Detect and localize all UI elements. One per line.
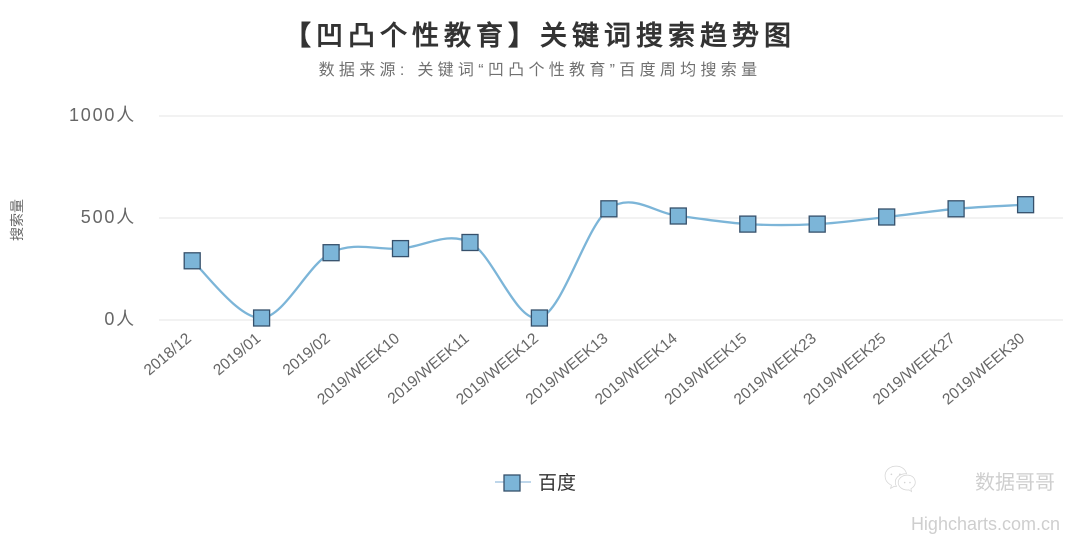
svg-text:2019/02: 2019/02 — [280, 330, 334, 379]
svg-text:1000人: 1000人 — [69, 105, 136, 125]
svg-text:2019/01: 2019/01 — [210, 330, 264, 379]
svg-text:数据哥哥: 数据哥哥 — [975, 471, 1055, 494]
svg-text:搜索量: 搜索量 — [9, 199, 25, 241]
svg-text:Highcharts.com.cn: Highcharts.com.cn — [911, 514, 1060, 534]
svg-text:2018/12: 2018/12 — [141, 330, 195, 379]
svg-text:500人: 500人 — [81, 207, 136, 227]
svg-text:0人: 0人 — [104, 309, 136, 329]
svg-text:百度: 百度 — [538, 472, 576, 494]
